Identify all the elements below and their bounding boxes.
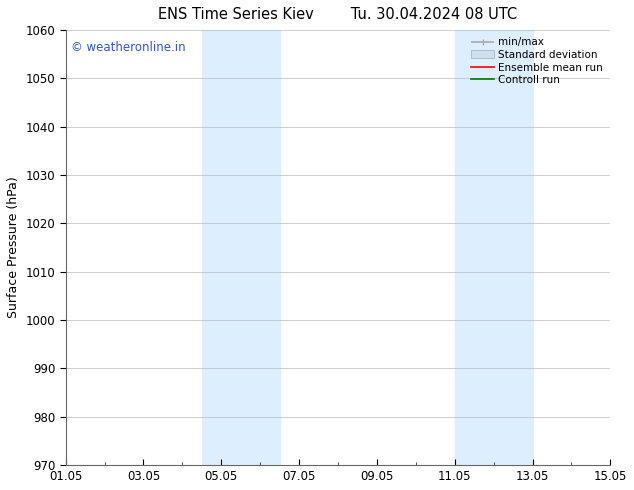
Bar (455, 30, 533, 465)
Text: © weatheronline.in: © weatheronline.in (71, 41, 186, 54)
Y-axis label: Surface Pressure (hPa): Surface Pressure (hPa) (7, 177, 20, 318)
Title: ENS Time Series Kiev        Tu. 30.04.2024 08 UTC: ENS Time Series Kiev Tu. 30.04.2024 08 U… (158, 7, 517, 22)
Bar (202, 30, 280, 465)
Legend: min/max, Standard deviation, Ensemble mean run, Controll run: min/max, Standard deviation, Ensemble me… (469, 35, 605, 87)
